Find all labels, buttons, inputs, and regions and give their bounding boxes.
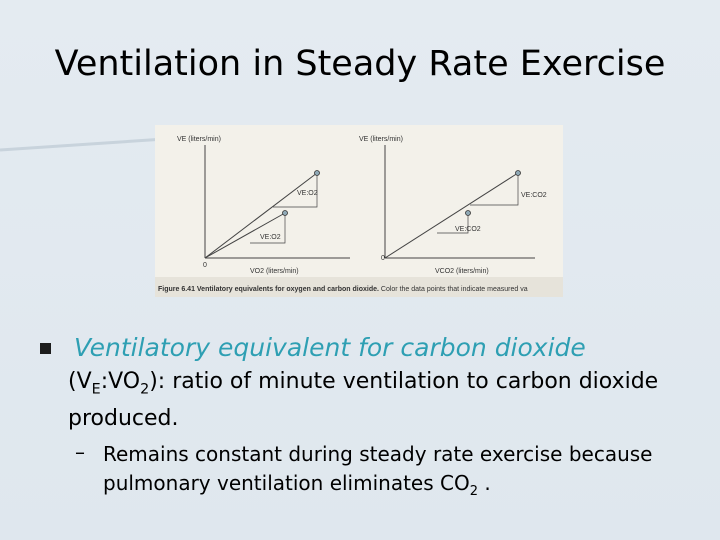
triangle: [273, 173, 318, 208]
figure: VE (liters/min) VE (liters/min) VO2 (lit…: [155, 125, 563, 297]
line-label: VE:CO2: [521, 192, 547, 199]
figure-bg: [155, 125, 563, 297]
subscript: 2: [469, 484, 478, 499]
text: Remains constant during steady rate exer…: [103, 442, 653, 495]
line-label: VE:O2: [297, 190, 318, 197]
point: [515, 170, 521, 176]
point: [465, 210, 471, 216]
triangle: [437, 213, 469, 234]
triangle: [250, 213, 286, 244]
axis-label: VO2 (liters/min): [250, 268, 299, 275]
line-label: VE:CO2: [455, 226, 481, 233]
line: [384, 172, 519, 259]
text: .: [478, 471, 491, 495]
caption-bg: [155, 277, 563, 297]
axis-label: VE (liters/min): [359, 136, 403, 143]
triangle: [470, 173, 519, 206]
line: [204, 212, 286, 259]
caption-bold: Figure 6.41 Ventilatory equivalents for …: [158, 286, 379, 293]
subscript: E: [91, 381, 101, 398]
origin-label: 0: [203, 262, 207, 269]
axis-label: VE (liters/min): [177, 136, 221, 143]
sub-bullet-marker: –: [75, 440, 85, 464]
caption: Figure 6.41 Ventilatory equivalents for …: [158, 286, 528, 293]
axes: [204, 145, 535, 259]
points: [282, 170, 521, 216]
caption-rest: Color the data points that indicate meas…: [379, 286, 528, 293]
sub-bullet: Remains constant during steady rate exer…: [103, 440, 703, 506]
point: [282, 210, 288, 216]
text: ): ratio of minute ventilation to carbon…: [68, 369, 659, 432]
slide-title: Ventilation in Steady Rate Exercise: [54, 44, 666, 84]
bullet-marker: [40, 343, 51, 354]
line-label: VE:O2: [260, 234, 281, 241]
bullet-body: (VE:VO2): ratio of minute ventilation to…: [68, 367, 668, 434]
origin-label: 0: [381, 255, 385, 262]
text: (V: [68, 369, 92, 394]
subscript: 2: [140, 381, 150, 398]
text: :VO: [100, 369, 141, 394]
line: [204, 172, 318, 259]
bullet-heading: Ventilatory equivalent for carbon dioxid…: [74, 333, 586, 362]
axis-label: VCO2 (liters/min): [435, 268, 489, 275]
point: [314, 170, 320, 176]
